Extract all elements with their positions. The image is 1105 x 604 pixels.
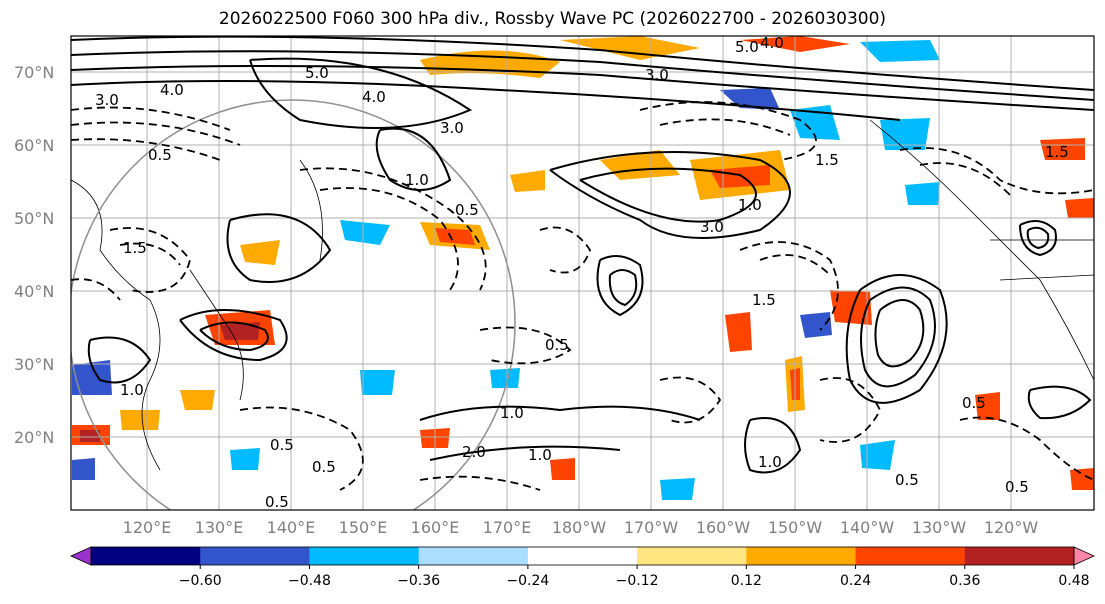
contour-label: 1.5	[815, 151, 839, 169]
positive-contours	[71, 36, 1094, 474]
contour-label: 1.0	[500, 404, 524, 422]
lon-label: 150°W	[768, 518, 823, 537]
lat-label: 20°N	[14, 428, 54, 447]
colorbar-tick-label: −0.36	[397, 573, 440, 589]
colorbar-segment	[200, 547, 310, 565]
contour-label: 2.0	[462, 443, 486, 461]
contour-label: 5.0	[305, 64, 329, 82]
colorbar-tick-label: 0.36	[949, 573, 980, 589]
colorbar-extend-high	[1073, 546, 1095, 566]
contour-label: 0.5	[148, 146, 172, 164]
colorbar-segment	[964, 547, 1075, 565]
lat-label: 60°N	[14, 136, 54, 155]
lat-label: 40°N	[14, 282, 54, 301]
colorbar-extend-low	[70, 546, 92, 566]
lon-label: 170°W	[624, 518, 679, 537]
lon-label: 130°W	[912, 518, 967, 537]
lon-label: 120°W	[984, 518, 1039, 537]
lon-label: 180°W	[552, 518, 607, 537]
colorbar-tick-label: −0.48	[288, 573, 331, 589]
lon-label: 150°E	[339, 518, 388, 537]
contour-label: 4.0	[760, 34, 784, 52]
colorbar-segment	[855, 547, 966, 565]
colorbar-tick-label: 0.24	[840, 573, 871, 589]
contour-label: 0.5	[545, 336, 569, 354]
contour-label: 4.0	[160, 81, 184, 99]
contour-label: 3.0	[95, 91, 119, 109]
lat-label: 70°N	[14, 63, 54, 82]
contour-label: 1.0	[758, 453, 782, 471]
lat-label: 30°N	[14, 355, 54, 374]
colorbar-tick-label: 0.48	[1058, 573, 1089, 589]
lon-label: 140°W	[840, 518, 895, 537]
map-title: 2026022500 F060 300 hPa div., Rossby Wav…	[218, 9, 887, 29]
map-frame	[70, 35, 1095, 511]
colorbar: −0.60 −0.48 −0.36 −0.24 −0.12 0.12 0.24 0.36 0.4…	[70, 546, 1095, 589]
contour-label: 1.0	[120, 381, 144, 399]
colorbar-segment	[91, 547, 201, 565]
contour-label: 1.0	[528, 446, 552, 464]
lat-label: 50°N	[14, 209, 54, 228]
contour-label: 1.5	[123, 239, 147, 257]
lon-label: 140°E	[267, 518, 316, 537]
contour-label: 0.5	[1005, 478, 1029, 496]
contour-label: 3.0	[440, 119, 464, 137]
lon-label: 160°E	[411, 518, 460, 537]
lon-label: 130°E	[195, 518, 244, 537]
colorbar-segment	[637, 547, 747, 565]
contour-label: 4.0	[362, 88, 386, 106]
contour-label-group: 5.0 4.0 3.0 4.0 5.0 4.0 3.0 3.0 1.0 0.5 …	[95, 34, 1069, 511]
map-background	[71, 36, 1094, 510]
colorbar-tick-label: −0.12	[616, 573, 659, 589]
contour-label: 3.0	[645, 66, 669, 84]
contour-label: 1.0	[405, 171, 429, 189]
colorbar-tick-label: −0.24	[506, 573, 549, 589]
map-plot-area: 5.0 4.0 3.0 4.0 5.0 4.0 3.0 3.0 1.0 0.5 …	[71, 34, 1094, 511]
contour-label: 0.5	[895, 471, 919, 489]
lon-label: 170°E	[483, 518, 532, 537]
negative-contours	[71, 101, 1094, 491]
contour-label: 1.0	[738, 196, 762, 214]
longitude-labels: 120°E 130°E 140°E 150°E 160°E 170°E 180°…	[123, 518, 1039, 537]
contour-label: 0.5	[270, 436, 294, 454]
contour-label: 5.0	[735, 38, 759, 56]
reference-circle	[71, 99, 516, 510]
coastlines	[71, 119, 1094, 471]
colorbar-border	[90, 546, 1075, 566]
latitude-labels: 70°N 60°N 50°N 40°N 30°N 20°N	[14, 63, 54, 447]
lon-label: 120°E	[123, 518, 172, 537]
colorbar-segment	[527, 547, 638, 565]
colorbar-segment	[418, 547, 529, 565]
contour-label: 3.0	[700, 218, 724, 236]
lon-label: 160°W	[696, 518, 751, 537]
contour-label: 1.5	[1045, 143, 1069, 161]
colorbar-tick-label: 0.12	[731, 573, 762, 589]
contour-label: 0.5	[265, 493, 289, 511]
colorbar-segment	[746, 547, 857, 565]
contour-label: 0.5	[962, 394, 986, 412]
contour-label: 0.5	[312, 458, 336, 476]
contour-label: 1.5	[752, 291, 776, 309]
colorbar-tick-label: −0.60	[179, 573, 222, 589]
colorbar-segment	[309, 547, 420, 565]
contour-label: 0.5	[455, 201, 479, 219]
